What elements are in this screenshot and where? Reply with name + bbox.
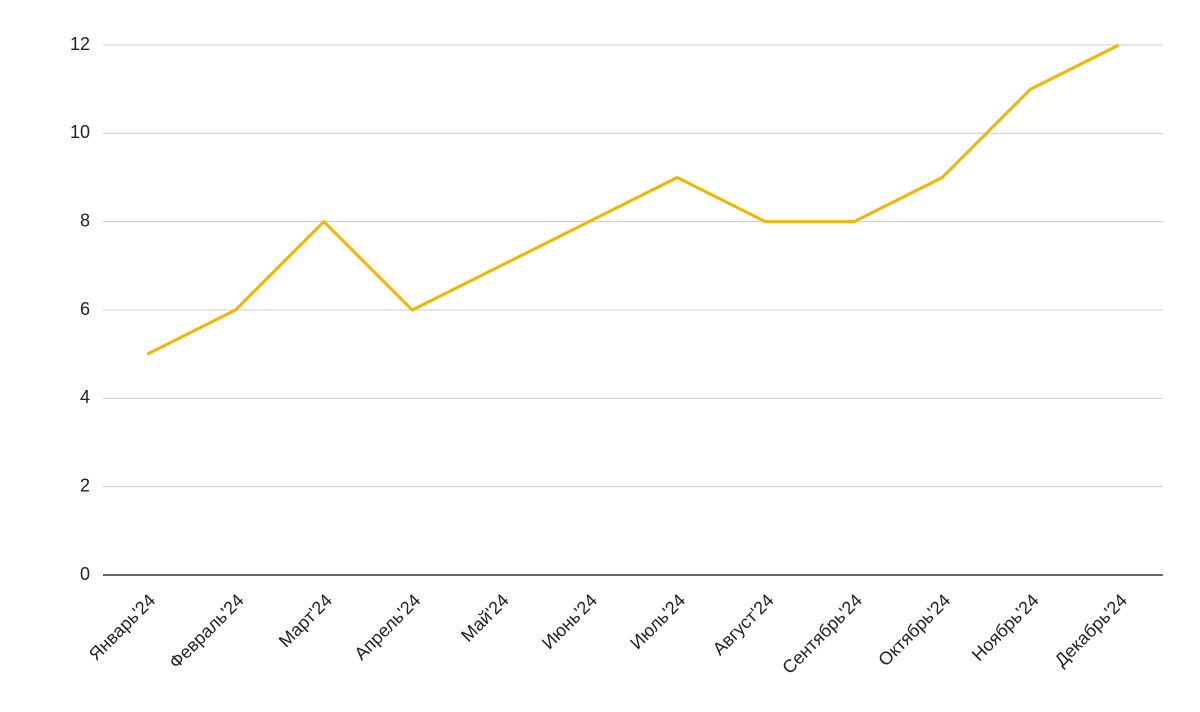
x-tick-label: Сентябрь'24 — [778, 590, 866, 678]
x-tick-label: Декабрь'24 — [1051, 590, 1131, 670]
data-line — [146, 43, 1120, 356]
x-tick-label: Апрель'24 — [350, 590, 424, 664]
x-tick-label: Февраль'24 — [165, 590, 247, 672]
y-tick-label: 2 — [80, 475, 90, 495]
x-tick-label: Август'24 — [709, 590, 778, 659]
x-tick-label: Июль'24 — [626, 590, 689, 653]
y-tick-label: 10 — [70, 122, 90, 142]
y-tick-label: 0 — [80, 564, 90, 584]
x-tick-label: Октябрь'24 — [874, 590, 954, 670]
x-tick-label: Май'24 — [457, 590, 513, 646]
y-tick-label: 6 — [80, 299, 90, 319]
x-tick-label: Июнь'24 — [538, 590, 601, 653]
y-tick-label: 4 — [80, 387, 90, 407]
x-tick-label: Ноябрь'24 — [968, 590, 1043, 665]
y-tick-label: 8 — [80, 210, 90, 230]
y-tick-label: 12 — [70, 34, 90, 54]
x-tick-label: Январь'24 — [85, 590, 159, 664]
x-tick-label: Март'24 — [275, 590, 336, 651]
